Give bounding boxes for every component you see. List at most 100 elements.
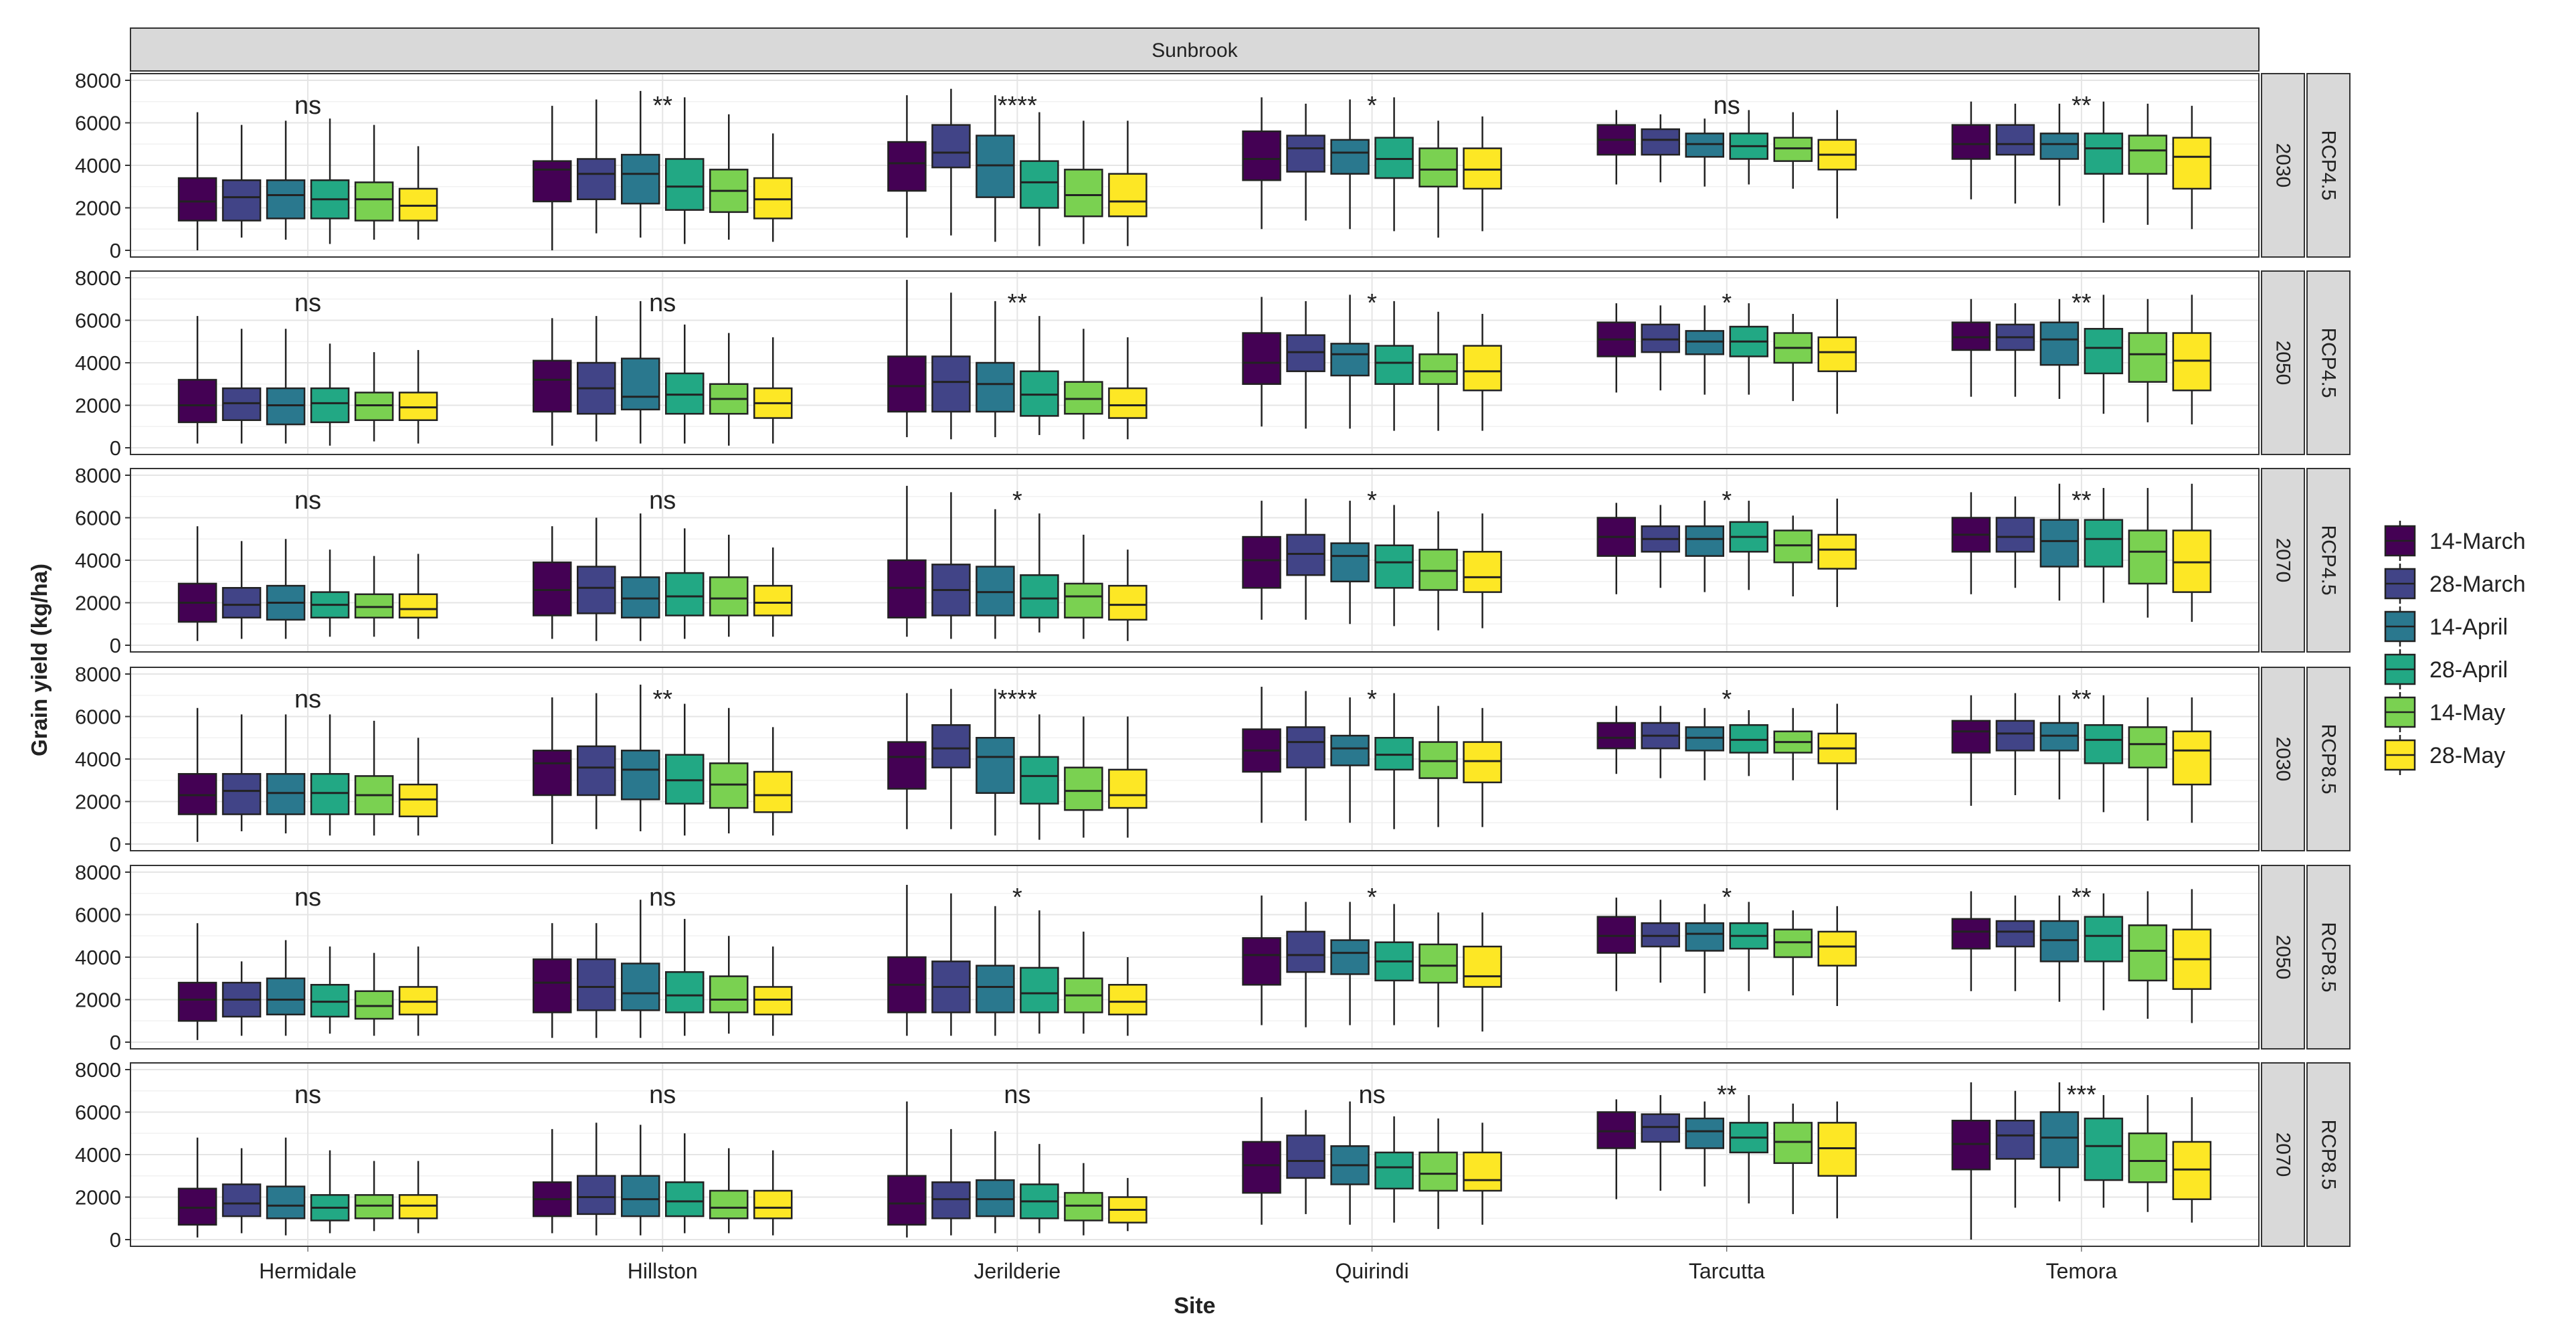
box-iqr — [621, 750, 660, 801]
box-iqr — [1108, 173, 1147, 218]
box-Hermidale-14-March — [177, 526, 217, 641]
significance-label: ns — [649, 289, 676, 317]
year-strip — [2261, 270, 2305, 455]
box-iqr — [1995, 720, 2035, 752]
x-tick-label: Hermidale — [259, 1259, 357, 1283]
box-iqr — [1951, 124, 1991, 160]
box-iqr — [1108, 768, 1147, 809]
box-Tarcutta-14-March — [1596, 110, 1636, 185]
box-iqr — [887, 559, 927, 618]
box-iqr — [2128, 924, 2168, 982]
significance-label: ns — [294, 92, 321, 120]
box-iqr — [1020, 370, 1059, 417]
box-Tarcutta-28-May — [1817, 1101, 1857, 1219]
x-tick-label: Quirindi — [1335, 1259, 1408, 1283]
box-Hermidale-28-April — [310, 343, 350, 446]
box-iqr — [753, 986, 793, 1015]
box-iqr — [398, 187, 438, 222]
scenario-strip — [2306, 270, 2351, 455]
box-iqr — [1242, 937, 1281, 986]
box-iqr — [1286, 533, 1325, 576]
significance-label: * — [1722, 487, 1732, 515]
panel-strip — [130, 27, 2260, 72]
box-Hermidale-28-April — [310, 550, 350, 637]
box-Hermidale-14-April — [266, 940, 306, 1036]
significance-label: ** — [2072, 685, 2092, 714]
box-Quirindi-14-May — [1418, 912, 1458, 1027]
box-iqr — [709, 1189, 749, 1220]
box-Jerilderie-14-April — [976, 509, 1015, 639]
box-Hillston-28-March — [577, 1122, 616, 1236]
box-iqr — [2172, 1141, 2212, 1200]
box-Quirindi-14-April — [1330, 99, 1370, 230]
box-Tarcutta-28-May — [1817, 906, 1857, 1007]
box-Hermidale-14-April — [266, 714, 306, 834]
significance-label: * — [1367, 487, 1377, 515]
y-tick-label: 6000 — [75, 112, 121, 135]
box-Tarcutta-14-May — [1773, 515, 1813, 596]
box-iqr — [1286, 1135, 1325, 1179]
box-iqr — [1641, 922, 1680, 948]
box-Jerilderie-28-April — [1020, 714, 1059, 840]
box-iqr — [1374, 1151, 1414, 1190]
box-iqr — [887, 141, 927, 192]
box-iqr — [1685, 330, 1724, 355]
box-iqr — [1418, 943, 1458, 984]
y-tick-label: 4000 — [75, 154, 121, 177]
box-iqr — [1596, 722, 1636, 750]
box-Jerilderie-14-March — [887, 693, 927, 829]
box-iqr — [1641, 128, 1680, 156]
box-Tarcutta-28-March — [1641, 705, 1680, 778]
box-Hermidale-14-April — [266, 1137, 306, 1236]
box-Temora-28-May — [2172, 697, 2212, 823]
box-iqr — [1020, 160, 1059, 209]
box-Hermidale-28-April — [310, 1150, 350, 1234]
box-Jerilderie-14-May — [1064, 534, 1103, 639]
box-Hillston-14-March — [533, 526, 572, 639]
box-Hermidale-28-April — [310, 946, 350, 1034]
box-Hillston-14-May — [709, 114, 749, 240]
box-Jerilderie-28-May — [1108, 716, 1147, 838]
box-iqr — [266, 977, 306, 1015]
box-Temora-14-May — [2128, 299, 2168, 422]
y-tick-label: 0 — [110, 833, 121, 856]
box-iqr — [1374, 544, 1414, 589]
box-Hermidale-14-April — [266, 120, 306, 240]
year-label: 2070 — [2272, 1133, 2294, 1177]
box-iqr — [177, 177, 217, 222]
box-iqr — [1596, 1111, 1636, 1149]
y-tick-label: 2000 — [75, 989, 121, 1012]
box-Temora-28-May — [2172, 295, 2212, 425]
legend-label: 14-March — [2429, 529, 2526, 554]
box-iqr — [398, 783, 438, 817]
box-iqr — [354, 990, 394, 1020]
box-iqr — [753, 770, 793, 813]
box-Hermidale-28-April — [310, 714, 350, 836]
box-Temora-14-March — [1951, 695, 1991, 806]
significance-label: ns — [649, 884, 676, 912]
box-Hillston-14-May — [709, 1148, 749, 1234]
y-tick-label: 2000 — [75, 197, 121, 220]
box-Hermidale-14-March — [177, 1137, 217, 1238]
box-iqr — [1995, 517, 2035, 553]
box-Quirindi-28-March — [1286, 103, 1325, 221]
box-iqr — [2039, 920, 2080, 962]
box-iqr — [1773, 529, 1813, 564]
box-iqr — [2039, 722, 2080, 752]
box-Hermidale-14-March — [177, 316, 217, 444]
box-Temora-14-March — [1951, 101, 1991, 199]
box-Temora-14-April — [2039, 483, 2080, 601]
box-Jerilderie-14-March — [887, 485, 927, 637]
box-Hillston-14-April — [621, 900, 660, 1038]
box-iqr — [2128, 1133, 2168, 1183]
significance-label: * — [1012, 884, 1022, 912]
box-Hillston-14-May — [709, 936, 749, 1034]
box-iqr — [2084, 133, 2124, 175]
box-Hillston-28-May — [753, 547, 793, 637]
significance-label: ns — [294, 289, 321, 317]
box-iqr — [1374, 737, 1414, 771]
box-iqr — [1685, 726, 1724, 752]
box-iqr — [1596, 916, 1636, 954]
